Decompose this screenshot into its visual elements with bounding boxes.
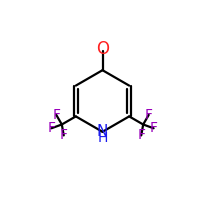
Text: H: H	[97, 131, 108, 145]
Text: F: F	[145, 108, 153, 122]
Text: N: N	[97, 124, 108, 139]
Text: F: F	[137, 128, 145, 142]
Text: F: F	[60, 128, 68, 142]
Text: O: O	[96, 40, 109, 58]
Text: F: F	[47, 121, 55, 135]
Text: F: F	[150, 121, 158, 135]
Text: F: F	[52, 108, 60, 122]
